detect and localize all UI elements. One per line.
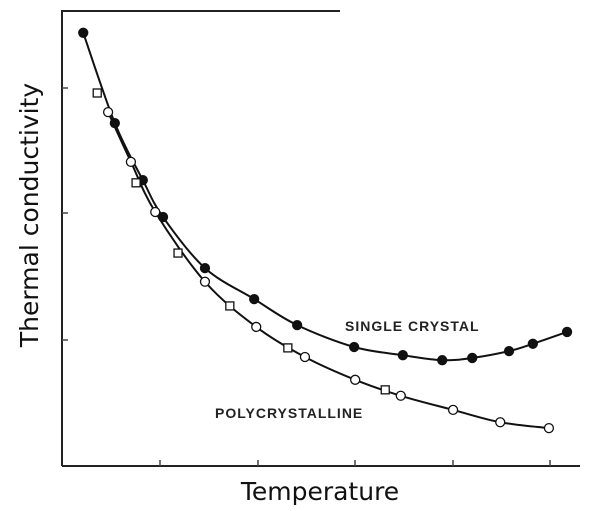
data-point [395, 390, 406, 401]
data-point [380, 385, 390, 395]
tick-marks [62, 87, 551, 466]
data-point [543, 423, 555, 434]
data-point [157, 211, 169, 223]
data-point [125, 156, 137, 167]
data-point [350, 374, 361, 385]
data-point [292, 319, 303, 331]
series-label: POLYCRYSTALLINE [215, 405, 363, 421]
data-point [131, 178, 141, 188]
data-point [251, 321, 262, 333]
data-point [102, 106, 114, 118]
data-point [437, 355, 448, 366]
y-axis-label: Thermal conductivity [15, 83, 44, 349]
data-point [503, 345, 515, 357]
data-point [527, 338, 539, 349]
fit-curve [82, 32, 568, 362]
data-point [150, 206, 161, 218]
data-point [109, 117, 120, 129]
data-point [249, 293, 260, 305]
plot-frame [61, 10, 580, 467]
data-point [173, 248, 183, 258]
data-point [447, 404, 459, 416]
data-point [397, 350, 408, 361]
data-point [349, 341, 360, 353]
data-point [92, 88, 102, 98]
data-point [199, 276, 211, 287]
data-point [299, 351, 311, 363]
data-point [495, 417, 506, 428]
data-point [78, 27, 89, 38]
data-point [467, 352, 478, 364]
data-point [283, 343, 293, 353]
data-point [199, 262, 211, 274]
data-point [225, 301, 235, 311]
x-axis-label: Temperature [240, 477, 399, 506]
fit-curve [107, 111, 550, 430]
data-point [561, 326, 573, 338]
series-label: SINGLE CRYSTAL [345, 318, 480, 334]
